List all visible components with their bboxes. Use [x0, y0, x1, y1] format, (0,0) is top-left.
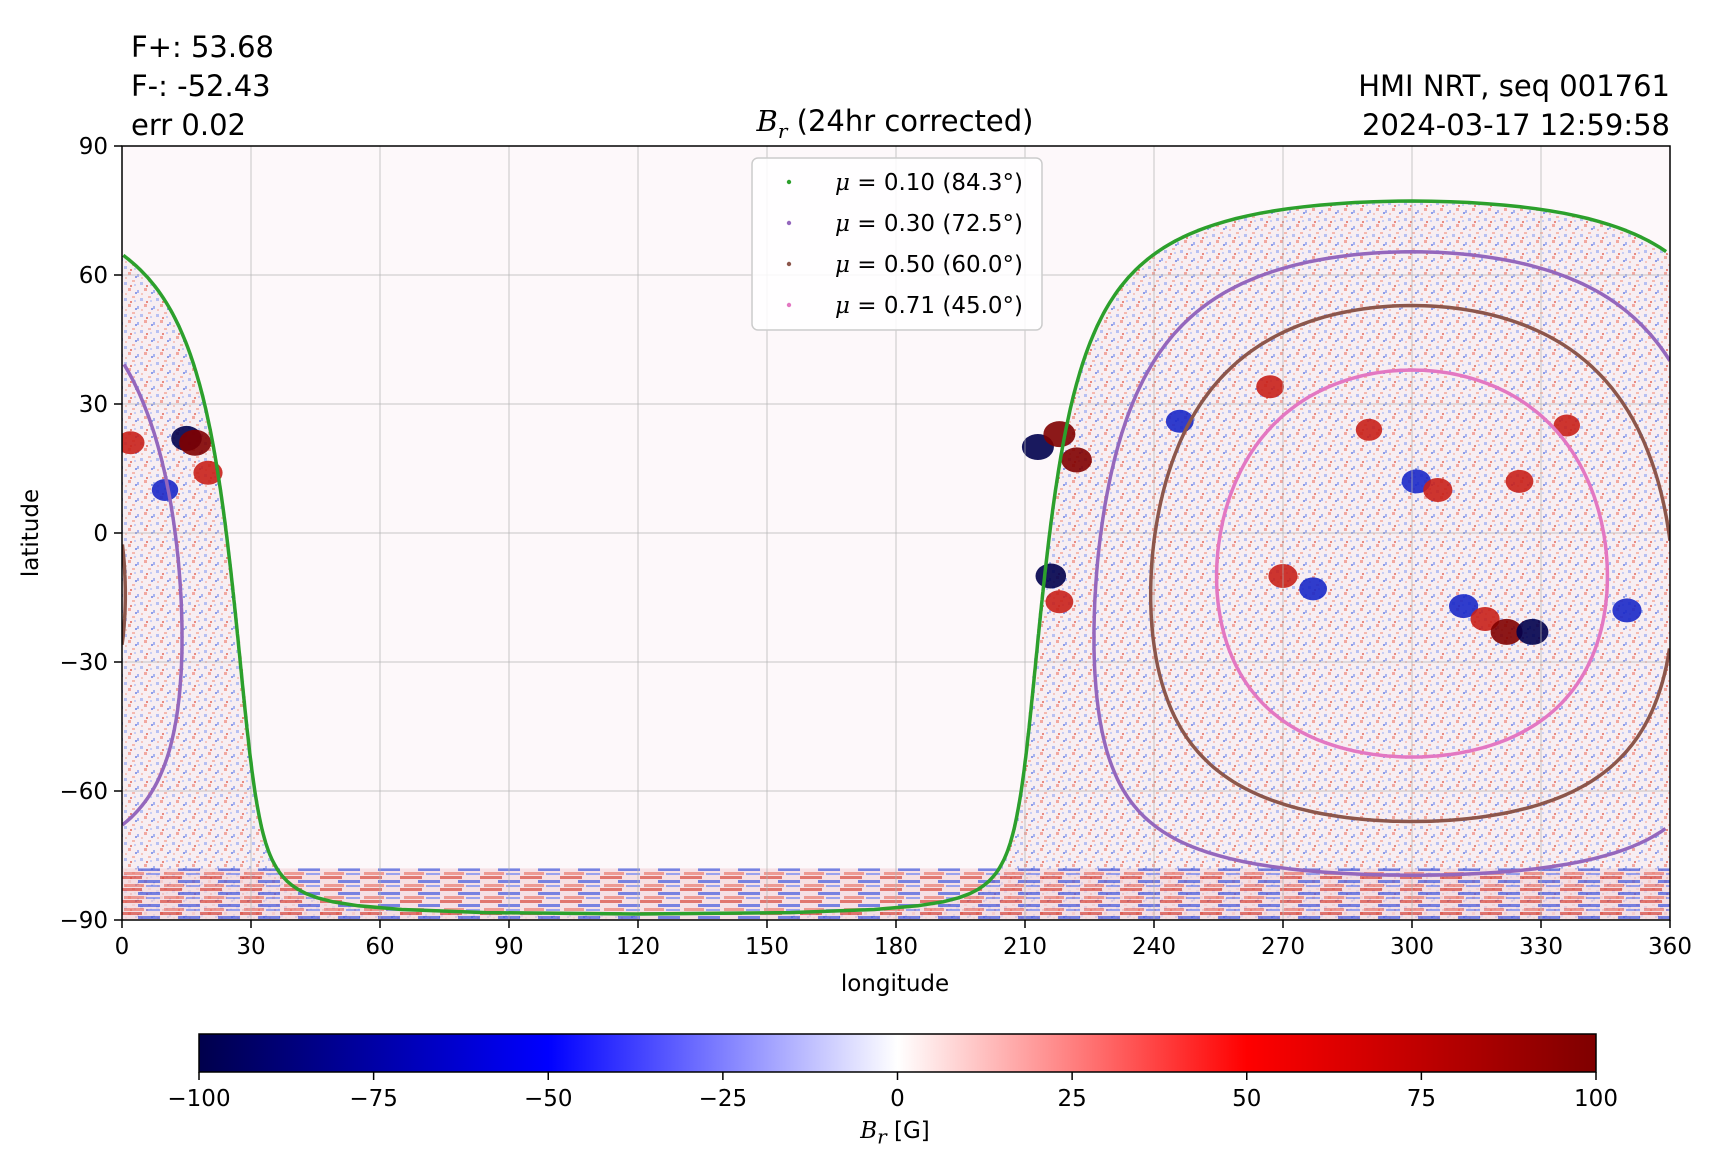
- colorbar: −100 −75 −50 −25 0 25 50 75 100: [167, 1033, 1618, 1112]
- legend: μ = 0.10 (84.3°) μ = 0.30 (72.5°) μ = 0.50…: [751, 157, 1043, 331]
- legend-marker: [786, 302, 792, 308]
- legend-entry: μ = 0.71 (45.0°): [835, 293, 1023, 319]
- x-tick-label: 120: [616, 934, 660, 960]
- active-region: [1035, 563, 1067, 589]
- y-axis-label: latitude: [18, 489, 44, 577]
- legend-entry: μ = 0.30 (72.5°): [835, 211, 1023, 237]
- colorbar-tick-label: 100: [1574, 1086, 1618, 1112]
- legend-marker: [786, 220, 792, 226]
- title-subscript: r: [777, 118, 788, 143]
- mu-contour-line: [122, 250, 1670, 878]
- y-tick-label: 0: [93, 521, 108, 547]
- active-region: [1299, 577, 1327, 601]
- colorbar-label-unit: [G]: [886, 1118, 930, 1144]
- x-tick-label: 60: [365, 934, 394, 960]
- active-region: [179, 429, 212, 456]
- active-region: [1045, 590, 1074, 614]
- x-tick-label: 180: [874, 934, 918, 960]
- x-axis: 0 30 60 90 120 150 180 210 240 270 300 330 360: [115, 920, 1692, 960]
- flux-positive: F+: 53.68: [131, 30, 274, 64]
- colorbar-tick-label: −100: [167, 1086, 230, 1112]
- active-region: [1256, 375, 1284, 399]
- active-region: [1516, 618, 1549, 645]
- x-tick-label: 0: [115, 934, 130, 960]
- legend-marker: [786, 261, 792, 267]
- colorbar-label: Br [G]: [860, 1118, 930, 1147]
- mu-contour-line: [1214, 368, 1610, 759]
- visible-disk-region: [788, 201, 1670, 920]
- mu-contours: [122, 199, 1670, 916]
- colorbar-label-subscript: r: [877, 1124, 887, 1149]
- active-region: [1553, 414, 1581, 437]
- colorbar-tick-label: −75: [349, 1086, 398, 1112]
- active-region: [1423, 478, 1453, 502]
- data-source: HMI NRT, seq 001761: [1358, 69, 1670, 103]
- x-tick-label: 300: [1390, 934, 1434, 960]
- x-tick-label: 360: [1648, 934, 1692, 960]
- active-region: [1043, 421, 1076, 448]
- x-axis-label: longitude: [841, 971, 949, 997]
- y-tick-label: −60: [59, 779, 108, 805]
- x-tick-label: 330: [1519, 934, 1563, 960]
- y-tick-label: 60: [79, 263, 108, 289]
- colorbar-tick-label: 50: [1232, 1086, 1261, 1112]
- x-tick-label: 270: [1261, 934, 1305, 960]
- flux-negative: F-: -52.43: [131, 69, 271, 103]
- active-region: [1612, 598, 1642, 623]
- x-tick-label: 90: [494, 934, 523, 960]
- active-region: [1061, 447, 1092, 473]
- x-tick-label: 150: [745, 934, 789, 960]
- colorbar-tick-label: 25: [1057, 1086, 1086, 1112]
- active-region: [122, 431, 145, 455]
- y-tick-label: 30: [79, 392, 108, 418]
- active-region: [1449, 594, 1479, 619]
- colorbar-tick-label: −25: [699, 1086, 748, 1112]
- source-info: HMI NRT, seq 001761 2024-03-17 12:59:58: [1358, 67, 1670, 145]
- y-axis: 90 60 30 0 −30 −60 −90: [59, 134, 122, 934]
- legend-entry: μ = 0.50 (60.0°): [835, 252, 1023, 278]
- flux-error: err 0.02: [131, 108, 246, 142]
- y-tick-label: −30: [59, 650, 108, 676]
- x-tick-label: 30: [236, 934, 265, 960]
- colorbar-gradient: [198, 1033, 1597, 1073]
- active-region: [1355, 418, 1383, 441]
- active-region-layer: [122, 375, 1642, 645]
- x-tick-label: 240: [1132, 934, 1176, 960]
- x-tick-label: 210: [1003, 934, 1047, 960]
- legend-entry: μ = 0.10 (84.3°): [835, 170, 1023, 196]
- y-tick-label: −90: [59, 908, 108, 934]
- y-tick-label: 90: [79, 134, 108, 160]
- flux-info: F+: 53.68 F-: -52.43 err 0.02: [131, 28, 274, 145]
- legend-box: [751, 157, 1043, 331]
- title-symbol: B: [756, 104, 778, 138]
- mu-contour-line: [122, 303, 1670, 824]
- chart-title: Br (24hr corrected): [756, 104, 1034, 141]
- active-region: [1470, 607, 1500, 631]
- colorbar-tick-label: −50: [524, 1086, 573, 1112]
- mu-contour-line: [122, 199, 1668, 916]
- observation-time: 2024-03-17 12:59:58: [1362, 108, 1670, 142]
- colorbar-tick-label: 0: [890, 1086, 905, 1112]
- legend-marker: [786, 179, 792, 185]
- active-region: [1505, 469, 1534, 493]
- colorbar-tick-label: 75: [1407, 1086, 1436, 1112]
- active-region: [151, 479, 179, 501]
- colorbar-label-symbol: B: [860, 1118, 878, 1144]
- active-region: [1490, 618, 1523, 645]
- title-text: (24hr corrected): [787, 104, 1034, 138]
